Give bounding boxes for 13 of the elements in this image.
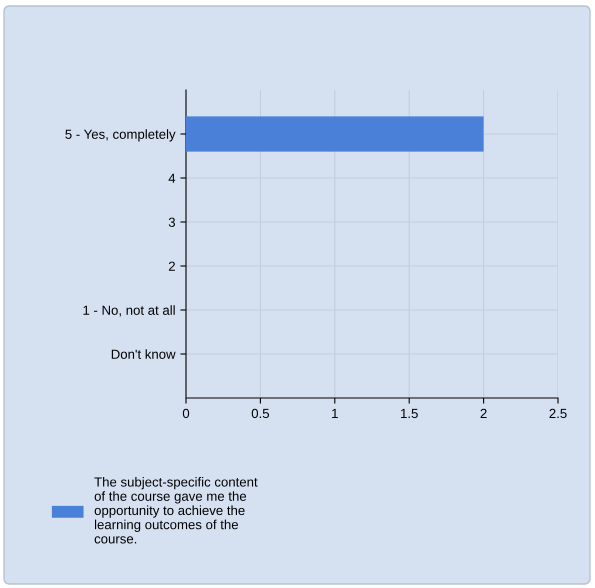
y-tick-label: 5 - Yes, completely <box>65 129 176 142</box>
y-tick-label: 1 - No, not at all <box>83 305 175 316</box>
x-tick-label: 0 <box>182 408 190 418</box>
x-tick-label: 2.5 <box>549 408 567 418</box>
y-tick-label: 2 <box>168 262 175 271</box>
x-tick-label: 2 <box>480 408 487 418</box>
y-tick-label: 3 <box>168 218 176 227</box>
x-tick-label: 1.5 <box>401 408 418 418</box>
y-tick-label: 4 <box>168 174 176 183</box>
x-tick-label: 0.5 <box>252 408 270 418</box>
y-tick-label: Don't know <box>112 349 176 359</box>
legend-label: The subject-specific content of the course gave me the opportunity to achieve the learning outcomes of the course. <box>94 476 258 544</box>
x-tick-label: 1 <box>332 408 338 418</box>
